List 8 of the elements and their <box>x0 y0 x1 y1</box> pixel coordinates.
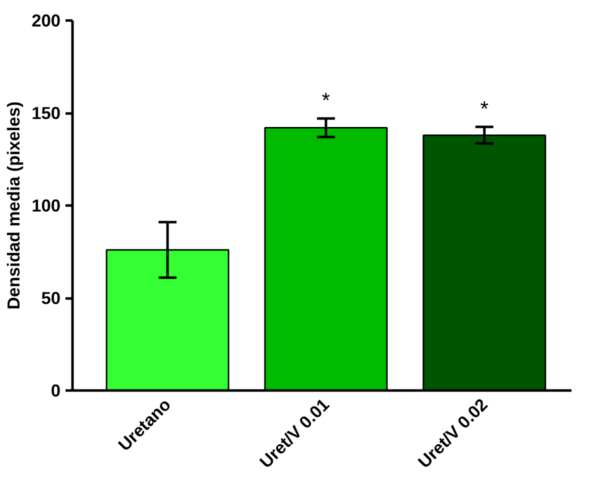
annotation: * <box>480 96 489 121</box>
y-tick-label: 0 <box>50 380 61 400</box>
y-tick-label: 200 <box>32 10 61 30</box>
y-axis-title: Densidad media (pixeles) <box>4 101 24 310</box>
y-tick-label: 150 <box>32 103 61 123</box>
annotation: * <box>322 88 330 113</box>
y-tick-label: 100 <box>32 196 61 216</box>
y-tick-label: 50 <box>41 288 61 308</box>
